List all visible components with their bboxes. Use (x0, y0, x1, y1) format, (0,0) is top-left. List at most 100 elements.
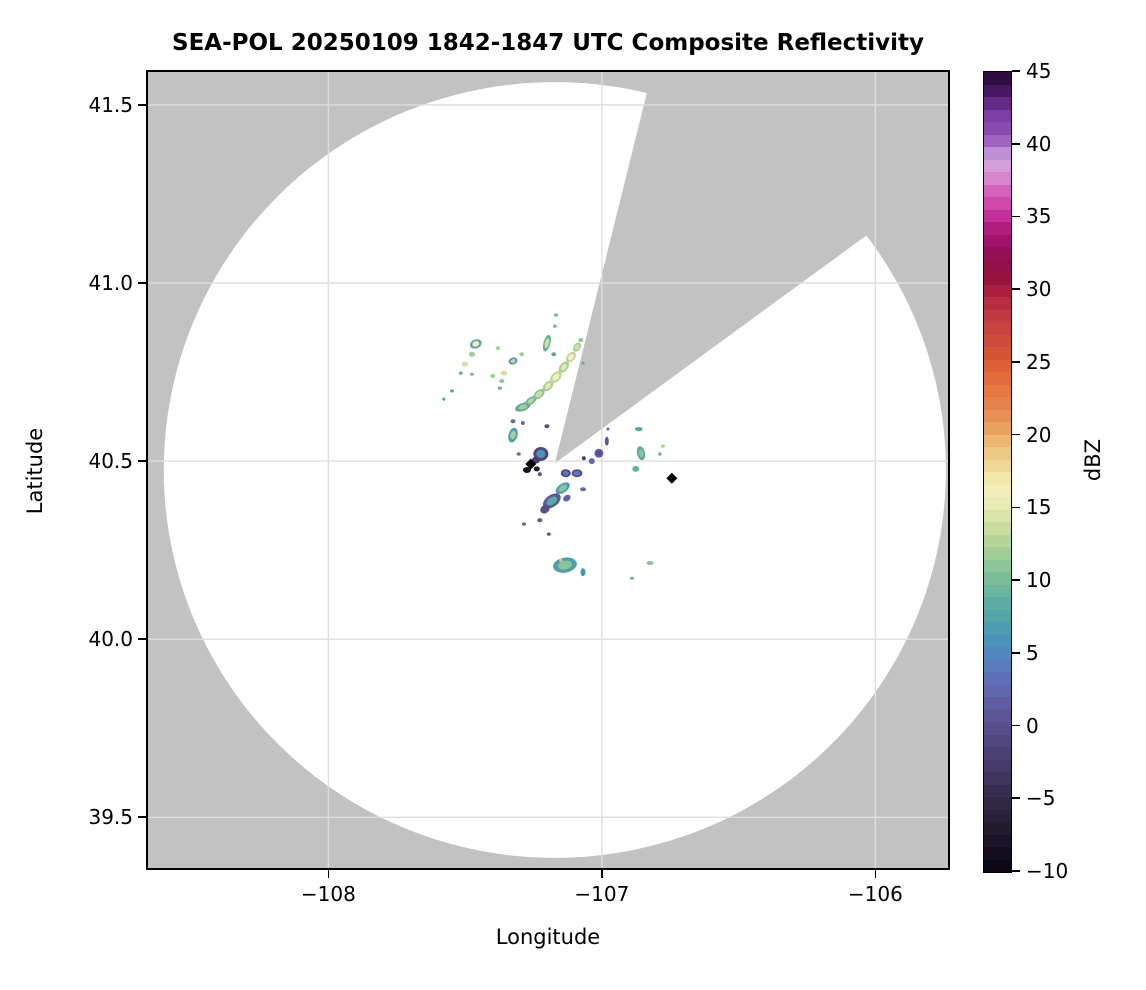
colorbar-segment (984, 297, 1011, 310)
colorbar-segment (984, 372, 1011, 385)
echo-blob-group (490, 373, 496, 378)
echo-blob (606, 427, 610, 431)
x-tick-mark (601, 870, 603, 878)
y-tick-label: 41.5 (88, 92, 133, 117)
echo-blob-group (542, 334, 551, 352)
colorbar-segment (984, 122, 1011, 135)
echo-blob-core (560, 363, 567, 371)
echo-blob (588, 458, 595, 465)
echo-blob-group (552, 324, 557, 328)
colorbar-segment (984, 459, 1011, 472)
x-tick-label: −107 (574, 882, 630, 906)
colorbar (983, 71, 1012, 873)
colorbar-segment (984, 747, 1011, 760)
echo-blob-group (636, 446, 646, 461)
colorbar-tick-mark (1012, 361, 1020, 363)
echo-blob-core (573, 470, 581, 476)
echo-blob-core (568, 353, 574, 361)
echo-blob-group (537, 472, 542, 477)
colorbar-tick-label: 25 (1026, 349, 1052, 374)
axes-border (146, 70, 950, 870)
colorbar-segment (984, 722, 1011, 735)
echo-blob-group (499, 378, 505, 383)
colorbar-segment (984, 84, 1011, 97)
echo-blob (551, 352, 557, 357)
colorbar-segment (984, 72, 1011, 85)
echo-blob (500, 370, 508, 376)
echo-blob-core (552, 373, 560, 381)
echo-blob-group (560, 469, 571, 478)
colorbar-segment (984, 409, 1011, 422)
colorbar-segment (984, 172, 1011, 185)
echo-blob-core (546, 496, 558, 506)
echo-blob-group (553, 313, 558, 317)
x-tick-mark (874, 870, 877, 878)
echo-blob-group (544, 424, 550, 429)
colorbar-segment (984, 397, 1011, 410)
echo-blob (499, 378, 505, 383)
y-tick-mark (138, 104, 146, 106)
colorbar-tick-label: 20 (1026, 422, 1052, 447)
x-tick-label: −106 (847, 882, 903, 906)
echo-blob (546, 532, 551, 536)
colorbar-segment (984, 647, 1011, 660)
echo-blob-group (632, 465, 640, 472)
colorbar-segment (984, 859, 1011, 872)
colorbar-segment (984, 709, 1011, 722)
colorbar-segment (984, 759, 1011, 772)
echo-blob (646, 560, 654, 565)
echo-blob-core (558, 484, 567, 492)
colorbar-segment (984, 109, 1011, 122)
echo-blob-group (468, 351, 475, 357)
colorbar-segment (984, 384, 1011, 397)
echo-blob-group (537, 518, 543, 523)
y-axis-label: Latitude (23, 427, 47, 515)
colorbar-segment (984, 272, 1011, 285)
colorbar-segment (984, 634, 1011, 647)
colorbar-tick-label: 30 (1026, 277, 1052, 302)
echo-blob-group (508, 357, 518, 365)
colorbar-tick-label: 40 (1026, 131, 1052, 156)
colorbar-tick-label: −5 (1026, 786, 1056, 811)
echo-blob-group (606, 427, 610, 431)
echo-blob-group (458, 371, 463, 375)
echo-blob-group (519, 352, 525, 357)
colorbar-segment (984, 622, 1011, 635)
echo-blob (629, 576, 634, 580)
colorbar-segment (984, 509, 1011, 522)
colorbar-tick-label: 5 (1026, 640, 1039, 665)
echo-blob (516, 452, 521, 456)
echo-blob-group (566, 351, 576, 363)
colorbar-segment (984, 347, 1011, 360)
colorbar-tick-label: 35 (1026, 204, 1052, 229)
echo-blob (552, 324, 557, 328)
echo-blob (461, 361, 468, 367)
echo-blob-group (580, 487, 587, 492)
colorbar-tick-label: 10 (1026, 568, 1052, 593)
echo-blob (468, 351, 475, 357)
echo-blob-group (563, 494, 571, 502)
colorbar-segment (984, 734, 1011, 747)
site-marker-diamond (666, 472, 678, 484)
colorbar-segment (984, 584, 1011, 597)
site-marker-diamond (525, 458, 537, 470)
colorbar-segment (984, 572, 1011, 585)
echo-blob-core (518, 404, 528, 410)
echo-blob-core (562, 470, 569, 476)
echo-blob (519, 352, 525, 357)
echo-blob-group (578, 337, 584, 342)
echo-blob-group (461, 361, 468, 367)
colorbar-segment (984, 322, 1011, 335)
colorbar-segment (984, 847, 1011, 860)
colorbar-tick-mark (1012, 70, 1020, 72)
echo-blob (634, 427, 643, 432)
echo-blob-group (510, 419, 516, 424)
echo-blob-group (658, 452, 662, 456)
echo-blob-core (574, 344, 580, 350)
colorbar-segment (984, 772, 1011, 785)
echo-blob (544, 424, 550, 429)
colorbar-segment (984, 259, 1011, 272)
colorbar-tick-label: 15 (1026, 495, 1052, 520)
colorbar-segment (984, 309, 1011, 322)
echo-blob-group (581, 361, 585, 365)
